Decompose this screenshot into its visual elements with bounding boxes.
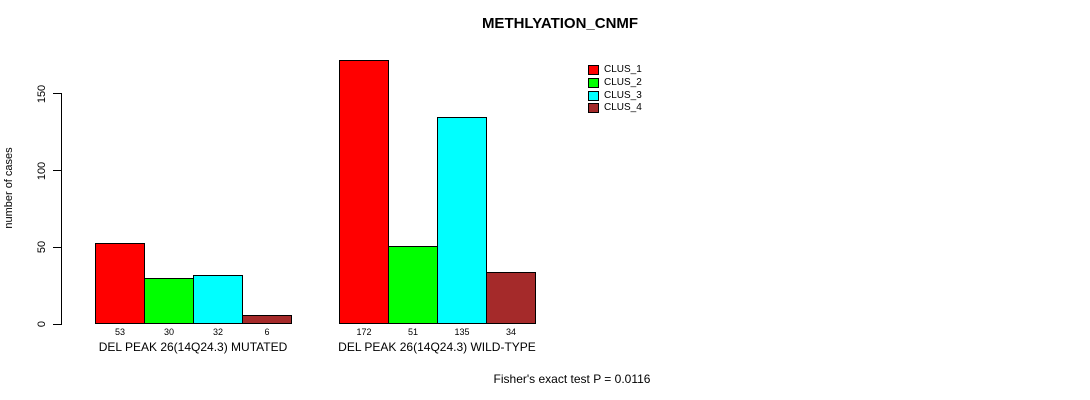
y-axis-tick (53, 246, 62, 248)
y-axis-tick (53, 93, 62, 95)
legend-item-label: CLUS_2 (604, 77, 642, 89)
legend: CLUS_1 CLUS_2 CLUS_3 CLUS_4 (588, 64, 642, 115)
bar-clus_4 (242, 315, 292, 324)
x-axis-group-label: DEL PEAK 26(14Q24.3) MUTATED (98, 340, 288, 354)
legend-item-label: CLUS_3 (604, 89, 642, 101)
legend-item: CLUS_3 (588, 89, 642, 102)
legend-color-swatch (588, 78, 599, 89)
bar-clus_2 (388, 246, 438, 324)
legend-item: CLUS_2 (588, 77, 642, 90)
y-axis-label: number of cases (3, 147, 15, 229)
bar-value-label: 53 (114, 327, 125, 337)
legend-color-swatch (588, 90, 599, 101)
bar-clus_3 (437, 117, 487, 324)
legend-item: CLUS_1 (588, 64, 642, 77)
bar-value-label: 172 (356, 327, 372, 337)
bar-value-label: 32 (212, 327, 223, 337)
legend-color-swatch (588, 103, 599, 114)
bar-clus_3 (193, 275, 243, 324)
y-axis-tick-label: 100 (36, 161, 48, 180)
legend-color-swatch (588, 65, 599, 76)
bar-value-label: 34 (505, 327, 516, 337)
bar-clus_1 (339, 60, 389, 324)
legend-item: CLUS_4 (588, 102, 642, 115)
bar-clus_4 (486, 272, 536, 324)
y-axis-tick (53, 170, 62, 171)
x-axis-group-label: DEL PEAK 26(14Q24.3) WILD-TYPE (338, 340, 536, 354)
bar-clus_2 (144, 278, 194, 324)
bar-value-label: 135 (454, 327, 470, 337)
bar-clus_1 (95, 243, 145, 324)
bar-value-label: 6 (264, 327, 270, 337)
y-axis-tick-label: 150 (36, 84, 48, 103)
bar-value-label: 51 (407, 327, 418, 337)
y-axis-tick-label: 0 (36, 320, 48, 328)
chart-title: METHLYATION_CNMF (481, 15, 639, 32)
statistical-test-annotation: Fisher's exact test P = 0.0116 (493, 372, 651, 386)
y-axis-tick-label: 50 (36, 241, 48, 254)
legend-item-label: CLUS_4 (604, 102, 642, 114)
y-axis-tick (53, 323, 62, 325)
legend-item-label: CLUS_1 (604, 64, 642, 76)
bar-value-label: 30 (163, 327, 174, 337)
y-axis-line (61, 94, 62, 324)
